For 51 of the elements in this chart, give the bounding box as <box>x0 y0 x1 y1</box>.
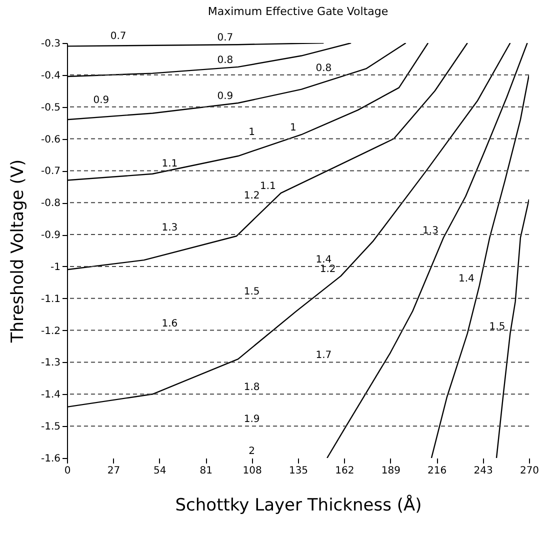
annotation: 2 <box>248 446 255 457</box>
series-label: 1.2 <box>320 264 336 276</box>
x-tick-label: 135 <box>288 466 308 476</box>
annotation: 1.2 <box>244 190 260 202</box>
y-tick-label: -0.4 <box>40 70 60 82</box>
annotation: 1.8 <box>244 382 260 394</box>
annotation: 1.9 <box>244 414 260 426</box>
series-label: 1 <box>290 122 296 134</box>
x-tick-label: 54 <box>154 466 166 476</box>
x-tick-label: 216 <box>428 466 447 476</box>
chart-title: Maximum Effective Gate Voltage <box>208 5 388 18</box>
y-tick-label: -1.4 <box>40 390 60 401</box>
annotation: 1.4 <box>316 254 332 266</box>
x-tick-label: 189 <box>381 466 400 476</box>
y-tick-label: -0.9 <box>40 230 60 242</box>
annotation: 1.1 <box>162 158 178 170</box>
annotation: 0.8 <box>316 62 332 74</box>
y-tick-label: -1.2 <box>40 326 60 337</box>
y-tick-label: -1.1 <box>40 294 60 305</box>
annotation: 1.3 <box>162 222 178 234</box>
y-tick-label: -0.7 <box>40 166 60 178</box>
annotation: 0.9 <box>93 94 110 106</box>
series-label: 0.7 <box>217 32 234 44</box>
series-label: 1.4 <box>458 274 474 285</box>
x-tick-label: 108 <box>242 466 262 476</box>
y-tick-label: -0.3 <box>40 38 60 50</box>
y-tick-label: -0.8 <box>40 198 60 210</box>
series-label: 1.5 <box>489 322 506 332</box>
annotation: 1.7 <box>316 350 332 362</box>
y-tick-label: -1 <box>50 262 60 273</box>
y-tick-label: -1.3 <box>40 358 60 369</box>
x-tick-label: 27 <box>107 466 120 476</box>
x-tick-label: 162 <box>335 466 354 476</box>
y-axis-title: Threshold Voltage (V) <box>8 159 28 344</box>
series-label: 0.8 <box>217 54 234 66</box>
y-tick-label: -0.6 <box>40 134 60 146</box>
x-tick-label: 81 <box>200 466 212 476</box>
x-tick-label: 0 <box>64 466 71 476</box>
x-axis-title: Schottky Layer Thickness (Å) <box>175 494 422 516</box>
x-tick-label: 270 <box>520 466 540 476</box>
annotation: 1.5 <box>244 286 260 298</box>
annotation: 1 <box>248 126 255 138</box>
y-tick-label: -1.5 <box>40 422 60 433</box>
series-label: 0.9 <box>217 91 234 102</box>
y-tick-label: -0.5 <box>40 102 60 114</box>
x-tick-label: 243 <box>474 466 493 476</box>
annotation: 0.7 <box>110 31 126 42</box>
y-tick-label: -1.6 <box>40 454 60 464</box>
series-label: 1.3 <box>422 226 438 237</box>
series-label: 1.1 <box>260 181 276 192</box>
annotation: 1.6 <box>162 318 178 330</box>
